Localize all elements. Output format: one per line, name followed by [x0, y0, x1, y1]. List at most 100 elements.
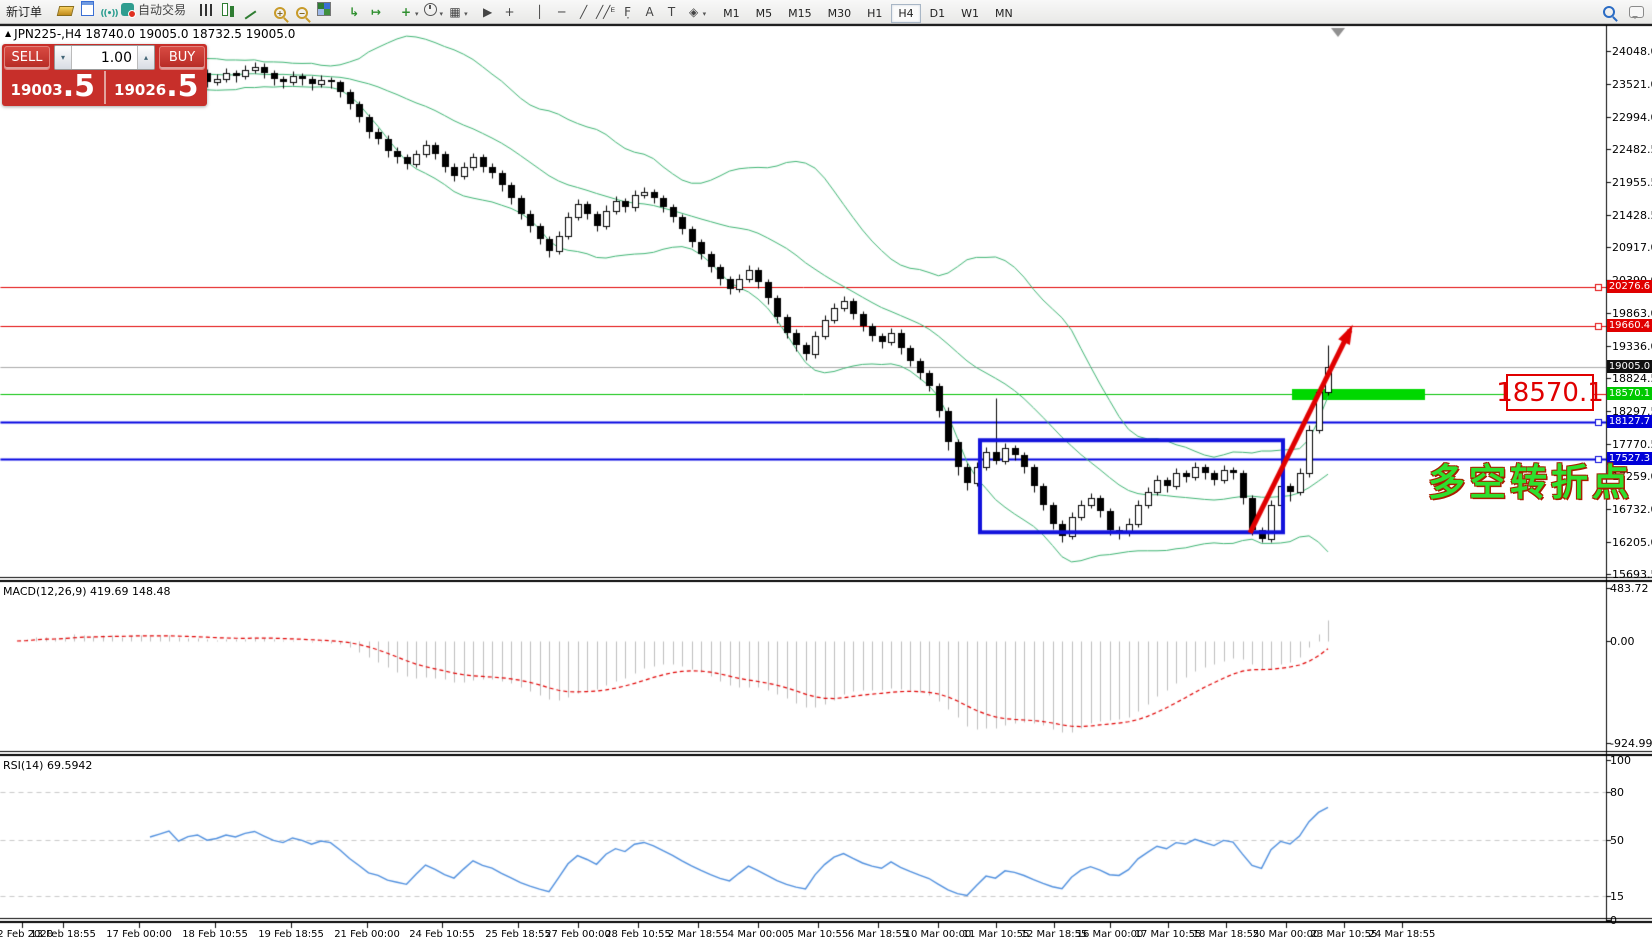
trendline-icon[interactable]: ╱: [579, 4, 588, 19]
date-axis-label: 28 Feb 10:55: [605, 929, 671, 940]
timeframe-m30[interactable]: M30: [827, 7, 852, 20]
timeframe-m1[interactable]: M1: [723, 7, 740, 20]
publisher-icon[interactable]: [77, 0, 97, 18]
dropdown-arrow-icon[interactable]: ▾: [464, 9, 468, 18]
bar-chart-icon[interactable]: [196, 0, 216, 20]
buy-price[interactable]: 19026.5: [106, 71, 208, 104]
price-axis-tick-label: 17259.0: [1612, 469, 1652, 483]
price-axis-tick-label: 23521.0: [1612, 77, 1652, 91]
timeframe-h4[interactable]: H4: [891, 4, 921, 23]
date-axis-label: 25 Feb 18:55: [485, 929, 551, 940]
rsi-indicator-label: RSI(14) 69.5942: [3, 759, 93, 772]
tile-windows-icon[interactable]: [314, 0, 334, 19]
volume-decrease-button[interactable]: ▾: [55, 46, 72, 69]
macd-axis-tick-label: 0.00: [1610, 635, 1635, 648]
price-axis-tick-label: 22994.0: [1612, 110, 1652, 124]
date-axis-label: 2 Mar 18:55: [667, 929, 729, 940]
rsi-axis-tick-label: 100: [1610, 754, 1631, 767]
price-level-tag: 19005.0: [1607, 359, 1652, 373]
price-axis-tick-label: 18824.5: [1612, 371, 1652, 385]
timeframe-d1[interactable]: D1: [929, 7, 946, 20]
volume-input[interactable]: [72, 46, 137, 69]
date-axis-label: 12 Mar 18:55: [1020, 929, 1088, 940]
date-axis-label: 18 Feb 10:55: [182, 929, 248, 940]
price-axis-tick-label: 21428.5: [1612, 208, 1652, 222]
buy-button[interactable]: BUY: [159, 45, 205, 70]
date-axis-label: 12 Feb 2020: [0, 929, 54, 940]
timeframe-m5[interactable]: M5: [755, 7, 773, 20]
periods-icon[interactable]: [421, 0, 441, 19]
volume-increase-button[interactable]: ▴: [137, 46, 154, 69]
price-level-tag: 18570.1: [1607, 386, 1652, 400]
timeframe-w1[interactable]: W1: [961, 7, 979, 20]
timeframe-mn[interactable]: MN: [995, 7, 1013, 20]
date-axis-label: 24 Feb 10:55: [409, 929, 475, 940]
collapse-marker-icon: ▲: [5, 29, 12, 38]
sell-button[interactable]: SELL: [4, 45, 50, 70]
candlestick-chart-icon[interactable]: [218, 0, 238, 19]
text-label-icon[interactable]: T: [667, 4, 676, 19]
template-icon[interactable]: ▦: [449, 4, 461, 19]
price-axis-tick-label: 20917.0: [1612, 241, 1652, 254]
line-chart-icon[interactable]: [240, 5, 260, 25]
sell-price-main: 19003: [10, 81, 63, 99]
price-axis-tick-label: 21955.5: [1612, 175, 1652, 189]
macd-axis-tick-label: -924.99: [1610, 736, 1652, 750]
buy-price-main: 19026: [114, 81, 167, 99]
chat-icon[interactable]: [1629, 6, 1644, 19]
sell-price-frac: .5: [62, 69, 95, 104]
price-level-tag: 18127.7: [1607, 414, 1652, 428]
sell-price[interactable]: 19003.5: [2, 71, 106, 104]
shapes-icon[interactable]: ◈: [688, 4, 699, 19]
dropdown-arrow-icon[interactable]: ▾: [702, 9, 707, 18]
autotrading-button[interactable]: 自动交易: [121, 0, 186, 19]
price-axis-tick-label: 19863.0: [1612, 306, 1652, 320]
price-level-tag: 19660.4: [1607, 318, 1652, 332]
timeframe-h1[interactable]: H1: [867, 7, 883, 20]
date-axis-label: 18 Mar 18:55: [1192, 929, 1260, 940]
channel-icon[interactable]: ╱╱ᴱ: [595, 4, 616, 19]
main-toolbar: 新订单 ((•)) 自动交易 + − ↳ ↦ + ▾ ▾ ▦ ▾ ▶ + │ ─ ╱ ╱╱ᴱ F̣ A T ◈ ▾ M1 M5…: [0, 0, 1652, 24]
zoom-in-icon[interactable]: +: [270, 3, 290, 23]
signal-icon[interactable]: ((•)): [100, 8, 118, 19]
date-axis-label: 23 Mar 10:55: [1310, 929, 1378, 940]
price-level-tag: 20276.6: [1607, 280, 1652, 294]
crosshair-icon[interactable]: +: [504, 4, 515, 19]
date-axis-label: 24 Mar 18:55: [1368, 929, 1436, 940]
price-axis-tick-label: 15693.5: [1612, 567, 1652, 581]
horizontal-line-icon[interactable]: ─: [557, 4, 566, 19]
new-chart-icon[interactable]: +: [401, 4, 412, 19]
buy-price-frac: .5: [166, 69, 199, 104]
turning-point-annotation: 多空转折点: [1428, 461, 1633, 504]
chart-shift-icon[interactable]: ↦: [371, 4, 382, 19]
date-axis-label: 17 Mar 10:55: [1134, 929, 1202, 940]
chart-symbol-title: ▲ JPN225-,H4 18740.0 19005.0 18732.5 1900…: [5, 27, 295, 41]
cursor-icon[interactable]: ▶: [482, 4, 493, 19]
zoom-out-icon[interactable]: −: [292, 3, 312, 23]
date-axis-label: 5 Mar 10:55: [787, 929, 849, 940]
dropdown-arrow-icon[interactable]: ▾: [439, 9, 444, 18]
rsi-axis-tick-label: 50: [1610, 834, 1624, 847]
date-axis-label: 16 Mar 00:00: [1076, 929, 1144, 940]
date-axis-label: 21 Feb 00:00: [334, 929, 400, 940]
price-callout-label[interactable]: 18570.1: [1496, 374, 1604, 411]
text-icon[interactable]: A: [645, 4, 654, 19]
fibonacci-icon[interactable]: F̣: [624, 4, 632, 19]
price-axis-tick-label: 24048.0: [1612, 45, 1652, 58]
date-axis-label: 27 Feb 00:00: [545, 929, 611, 940]
date-axis-label: 11 Mar 10:55: [962, 929, 1030, 940]
macd-indicator-label: MACD(12,26,9) 419.69 148.48: [3, 585, 171, 598]
price-axis-tick-label: 16205.0: [1612, 535, 1652, 549]
gold-ingot-icon[interactable]: [55, 1, 75, 21]
new-order-button[interactable]: 新订单: [6, 4, 43, 19]
price-axis-tick-label: 16732.0: [1612, 502, 1652, 516]
timeframe-m15[interactable]: M15: [788, 7, 812, 20]
date-axis-label: 10 Mar 00:00: [904, 929, 972, 940]
dropdown-arrow-icon[interactable]: ▾: [415, 9, 419, 18]
auto-scroll-icon[interactable]: ↳: [349, 4, 360, 19]
vertical-line-icon[interactable]: │: [535, 4, 544, 19]
date-axis-label: 4 Mar 00:00: [727, 929, 789, 940]
search-icon[interactable]: [1603, 6, 1615, 18]
one-click-trading-panel: SELL ▾ ▴ BUY 19003.5 19026.5: [2, 44, 207, 106]
